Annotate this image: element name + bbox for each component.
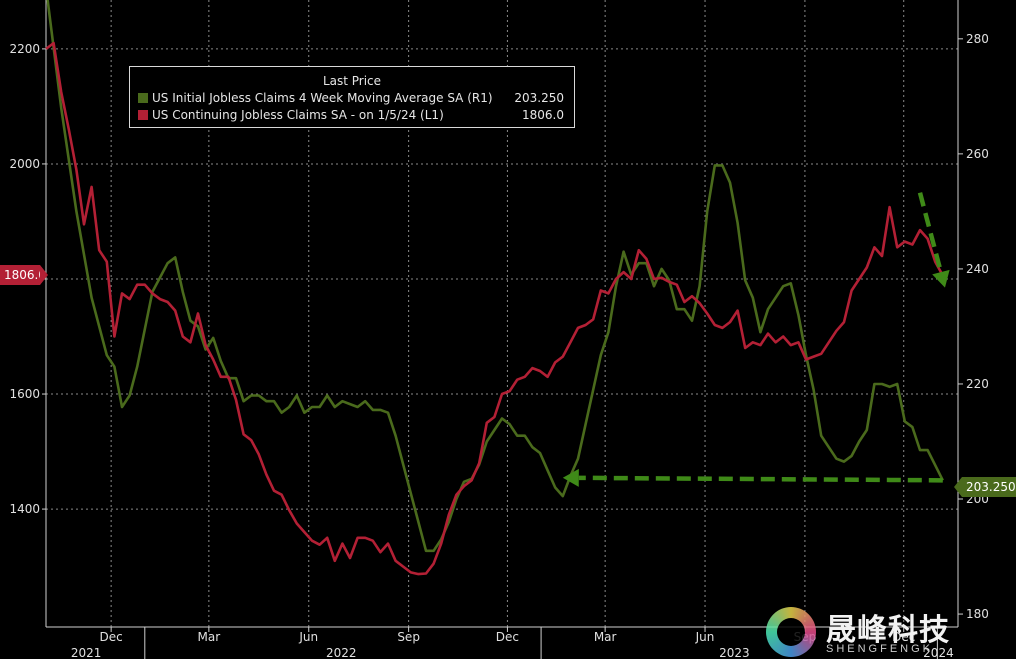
right-axis-tick-label: 240 <box>966 262 989 276</box>
legend: Last Price US Initial Jobless Claims 4 W… <box>129 66 575 128</box>
legend-label-initial-claims: US Initial Jobless Claims 4 Week Moving … <box>152 91 493 105</box>
right-axis-last-value-tag: 203.250 <box>954 477 1016 497</box>
watermark-latin-text: SHENGFENGK <box>826 643 934 655</box>
annotation-arrow-shaft <box>917 192 944 273</box>
annotation-arrows <box>562 192 950 487</box>
series-line-initial-claims <box>46 0 944 553</box>
watermark-chinese-text: 晟峰科技 <box>826 613 950 648</box>
x-axis-month-label: Jun <box>695 630 715 644</box>
x-axis-year-label: 2021 <box>71 646 102 659</box>
legend-value-continuing-claims: 1806.0 <box>522 108 564 122</box>
legend-label-continuing-claims: US Continuing Jobless Claims SA - on 1/5… <box>152 108 444 122</box>
legend-swatch-initial-claims <box>138 93 148 103</box>
x-axis-year-label: 2022 <box>326 646 357 659</box>
left-axis-tick-label: 2200 <box>9 42 40 56</box>
left-axis-tick-label: 1600 <box>9 387 40 401</box>
watermark-logo-icon <box>766 607 816 657</box>
right-axis-tick-label: 260 <box>966 147 989 161</box>
x-axis-year-label: 2024 <box>923 646 954 659</box>
annotation-arrow-head <box>562 468 579 487</box>
legend-value-initial-claims: 203.250 <box>514 91 564 105</box>
x-axis-month-label: Mar <box>594 630 617 644</box>
watermark: 晟峰科技 SHENGFENGK <box>766 605 956 659</box>
left-axis-tick-label: 2000 <box>9 157 40 171</box>
left-axis-tick-label: 1400 <box>9 502 40 516</box>
annotation-arrow-shaft <box>578 475 943 483</box>
x-axis-month-label: Sep <box>397 630 420 644</box>
left-axis-last-value-tag: 1806.0 <box>0 265 48 285</box>
x-axis-month-label: Dec <box>892 630 915 644</box>
legend-entry-initial-claims: US Initial Jobless Claims 4 Week Moving … <box>138 91 564 107</box>
legend-header: Last Price <box>322 74 382 88</box>
series-lines <box>45 0 944 576</box>
x-axis-month-label: Mar <box>198 630 221 644</box>
right-axis-tick-label: 180 <box>966 607 989 621</box>
legend-entry-continuing-claims: US Continuing Jobless Claims SA - on 1/5… <box>138 108 564 124</box>
annotation-arrow-head <box>932 269 950 288</box>
x-axis-month-label: Jun <box>298 630 318 644</box>
x-axis-month-label: Dec <box>496 630 519 644</box>
legend-swatch-continuing-claims <box>138 110 148 120</box>
right-axis-tick-label: 220 <box>966 377 989 391</box>
series-line-continuing-claims <box>45 41 944 576</box>
x-axis-year-label: 2023 <box>719 646 750 659</box>
x-axis-month-label: Dec <box>100 630 123 644</box>
right-axis-tick-label: 280 <box>966 32 989 46</box>
grid-lines <box>46 0 958 627</box>
